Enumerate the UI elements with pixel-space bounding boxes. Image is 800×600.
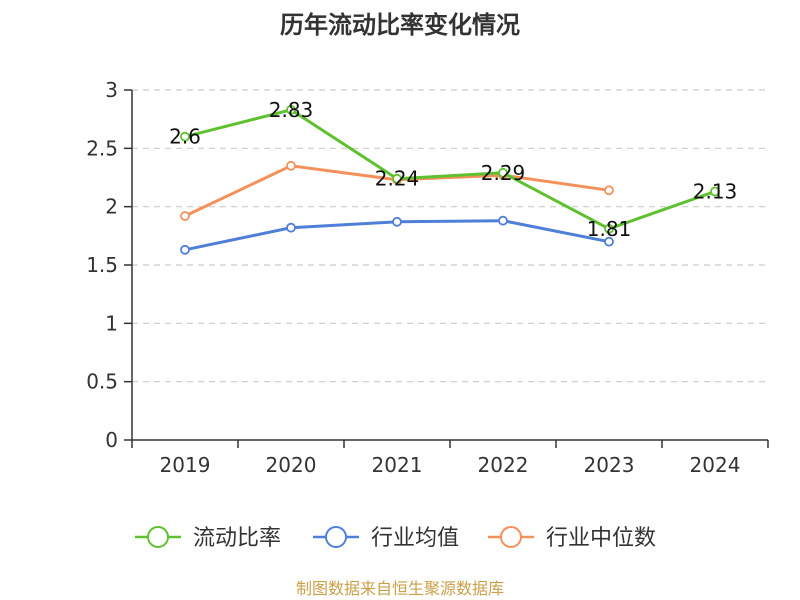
data-point <box>286 104 296 115</box>
data-point <box>392 216 402 227</box>
legend[interactable]: 流动比率 行业均值 行业中位数 <box>135 526 656 551</box>
data-labels: 2.6 2.83 2.24 2.29 1.81 2.13 <box>169 98 737 241</box>
data-point <box>180 211 190 221</box>
x-tick-label: 2020 <box>266 453 317 477</box>
data-label: 2.6 <box>169 125 201 149</box>
data-point <box>498 215 508 226</box>
legend-item[interactable]: 行业中位数 <box>488 526 656 551</box>
data-point <box>498 167 508 178</box>
data-point <box>180 131 190 142</box>
data-point <box>392 173 402 184</box>
data-point <box>286 160 296 171</box>
data-point <box>604 185 614 196</box>
data-label: 2.13 <box>693 180 738 204</box>
y-tick-label: 2 <box>105 195 118 219</box>
x-tick-label: 2023 <box>584 453 635 477</box>
y-tick-label: 1.5 <box>86 253 118 277</box>
axes: 0 0.5 1 1.5 2 2.5 3 2019 2020 2021 2022 2023 2024 <box>86 78 769 477</box>
data-point <box>604 236 614 247</box>
x-tick-label: 2022 <box>478 453 529 477</box>
series-line <box>184 108 716 231</box>
x-tick-label: 2024 <box>690 453 741 477</box>
x-tick-label: 2021 <box>372 453 423 477</box>
legend-marker <box>147 526 169 548</box>
series <box>180 104 720 255</box>
y-tick-label: 0 <box>105 428 118 452</box>
legend-marker <box>500 526 522 548</box>
legend-item[interactable]: 流动比率 <box>135 526 281 551</box>
legend-label: 行业均值 <box>371 526 459 551</box>
grid <box>132 89 768 383</box>
legend-label: 行业中位数 <box>546 526 656 551</box>
x-tick-label: 2019 <box>160 453 211 477</box>
data-label: 2.83 <box>269 98 314 122</box>
legend-item[interactable]: 行业均值 <box>313 526 459 551</box>
data-point <box>286 222 296 233</box>
legend-marker <box>325 526 347 548</box>
data-point <box>180 244 190 255</box>
data-label: 1.81 <box>587 217 632 241</box>
y-tick-label: 3 <box>105 78 118 102</box>
y-tick-label: 0.5 <box>86 370 118 394</box>
legend-label: 流动比率 <box>193 526 281 551</box>
data-point <box>604 223 614 234</box>
data-label: 2.29 <box>481 161 526 185</box>
source-note: 制图数据来自恒生聚源数据库 <box>296 579 504 598</box>
y-tick-label: 1 <box>105 311 118 335</box>
y-tick-label: 2.5 <box>86 136 118 160</box>
data-label: 2.24 <box>375 167 420 191</box>
data-point <box>710 186 720 197</box>
chart-title: 历年流动比率变化情况 <box>280 11 520 39</box>
